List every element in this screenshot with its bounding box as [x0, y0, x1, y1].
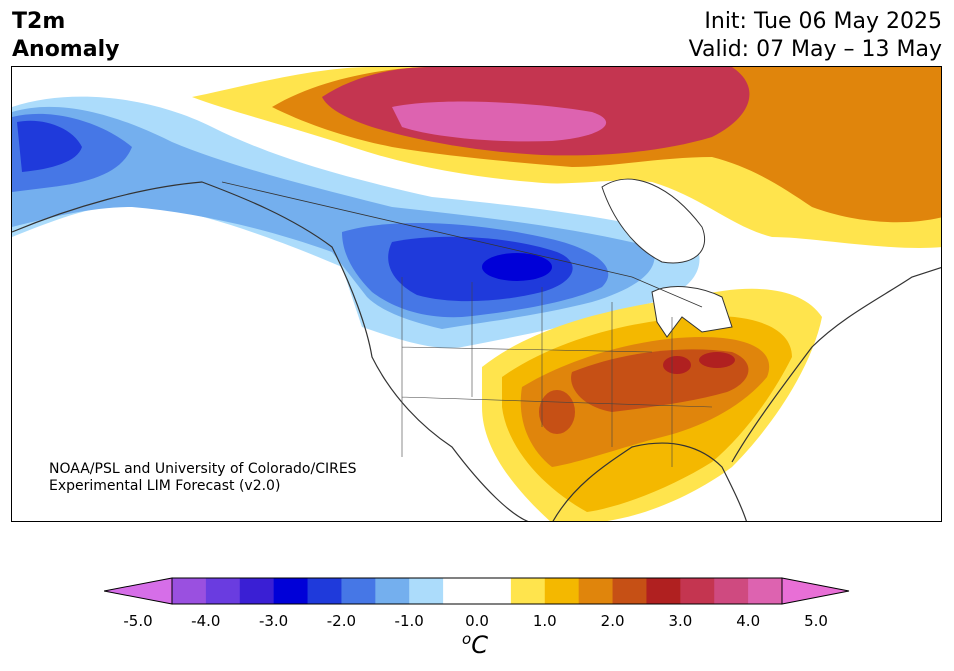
colorbar-tick-label: -2.0	[326, 612, 357, 630]
colorbar-tick-label: 1.0	[532, 612, 557, 630]
colorbar-tick-label: 5.0	[804, 612, 828, 630]
colorbar-cell	[273, 578, 309, 604]
colorbar-cell	[307, 578, 342, 604]
warm-anomaly-max-1	[663, 356, 691, 374]
colorbar-cells	[172, 578, 783, 604]
credit-line-2: Experimental LIM Forecast (v2.0)	[49, 478, 281, 494]
colorbar-tick-label: -1.0	[394, 612, 424, 630]
unit-degree: o	[462, 630, 472, 648]
colorbar-low-extend	[104, 577, 173, 605]
colorbar-cell	[409, 578, 444, 604]
colorbar-tick-label: -3.0	[258, 612, 289, 630]
credit-line-1: NOAA/PSL and University of Colorado/CIRE…	[49, 461, 357, 477]
date-info: Init: Tue 06 May 2025 Valid: 07 May – 13…	[689, 8, 942, 64]
colorbar-tick-label: 0.0	[465, 612, 489, 630]
colorbar-tick-label: -4.0	[191, 612, 221, 630]
colorbar-cell	[612, 578, 647, 604]
colorbar-cell	[544, 578, 580, 604]
colorbar-high-extend	[781, 577, 850, 605]
colorbar-cell	[578, 578, 614, 604]
us-canada-border	[221, 181, 703, 308]
colorbar-cell	[477, 578, 512, 604]
cold-anomaly-core-deep	[17, 120, 82, 172]
colorbar-cell	[205, 578, 241, 604]
colorbar-tick-label: 4.0	[736, 612, 761, 630]
map-canvas	[12, 67, 941, 521]
colorbar-tick-label: 3.0	[668, 612, 693, 630]
colorbar-cell	[748, 578, 783, 604]
variable-label: T2m	[12, 9, 66, 34]
valid-date: Valid: 07 May – 13 May	[688, 37, 942, 62]
colorbar-cell	[443, 578, 478, 604]
colorbar-cell	[172, 578, 207, 604]
map-title: T2m Anomaly	[12, 8, 119, 64]
colorbar-frame	[171, 577, 783, 605]
warm-anomaly-max-2	[699, 352, 735, 368]
colorbar-cell	[510, 578, 546, 604]
unit-celsius: C	[471, 631, 488, 659]
colorbar-ticks: -5.0 -4.0 -3.0 -2.0 -1.0 0.0 1.0 2.0 3.0 4.0 5.0	[0, 612, 954, 632]
coastline	[12, 181, 941, 521]
state-borders	[401, 277, 713, 467]
colorbar-cell	[714, 578, 749, 604]
anomaly-label: Anomaly	[12, 37, 120, 62]
colorbar-cell	[680, 578, 715, 604]
colorbar-cell	[375, 578, 410, 604]
cold-anomaly-max	[482, 253, 552, 281]
unit-label: oC	[462, 630, 488, 659]
init-date: Init: Tue 06 May 2025	[704, 9, 942, 34]
hudson-bay	[601, 178, 706, 264]
colorbar-cell	[239, 578, 275, 604]
colorbar-cell	[341, 578, 376, 604]
anomaly-map	[11, 66, 942, 522]
warm-anomaly-canada-pink	[392, 101, 607, 142]
colorbar-tick-label: -5.0	[123, 612, 153, 630]
colorbar-tick-label: 2.0	[600, 612, 625, 630]
credit-text: NOAA/PSL and University of Colorado/CIRE…	[49, 461, 357, 495]
warm-anomaly-texas	[539, 390, 575, 434]
colorbar-cell	[646, 578, 681, 604]
colorbar	[104, 577, 850, 605]
